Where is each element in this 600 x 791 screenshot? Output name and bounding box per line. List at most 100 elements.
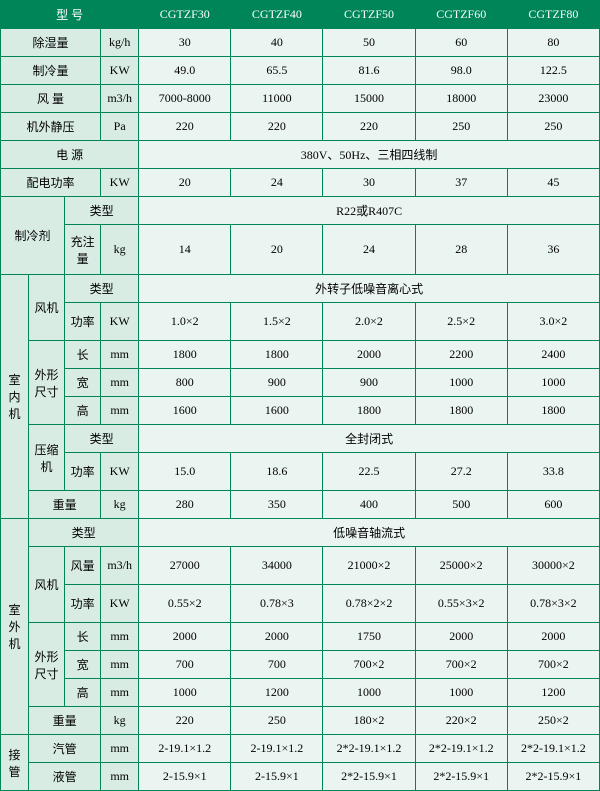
model-3: CGTZF60 <box>415 1 507 29</box>
static-3: 250 <box>415 113 507 141</box>
indoor-fan-0: 1.0×2 <box>139 303 231 341</box>
airflow-label: 风 量 <box>1 85 101 113</box>
indoor-wid-4: 1000 <box>507 369 599 397</box>
ref-0: 14 <box>139 225 231 275</box>
indoor-comp-0: 15.0 <box>139 453 231 491</box>
outdoor-weight-unit: kg <box>101 707 139 735</box>
pipes-liquid-4: 2*2-15.9×1 <box>507 763 599 791</box>
indoor-comp-type-label: 类型 <box>65 425 139 453</box>
indoor-len-label: 长 <box>65 341 101 369</box>
pipes-liquid-0: 2-15.9×1 <box>139 763 231 791</box>
static-4: 250 <box>507 113 599 141</box>
model-2: CGTZF50 <box>323 1 415 29</box>
dehum-1: 40 <box>231 29 323 57</box>
ref-unit: kg <box>101 225 139 275</box>
pipes-gas-4: 2*2-19.1×1.2 <box>507 735 599 763</box>
ref-1: 20 <box>231 225 323 275</box>
dehum-2: 50 <box>323 29 415 57</box>
outdoor-label: 室外机 <box>1 519 29 735</box>
indoor-hei-3: 1800 <box>415 397 507 425</box>
indoor-hei-1: 1600 <box>231 397 323 425</box>
cooling-1: 65.5 <box>231 57 323 85</box>
indoor-comp-1: 18.6 <box>231 453 323 491</box>
outdoor-wid-0: 700 <box>139 651 231 679</box>
ref-type-label: 类型 <box>65 197 139 225</box>
indoor-wid-1: 900 <box>231 369 323 397</box>
pipes-gas-label: 汽管 <box>29 735 101 763</box>
ref-charge-label: 充注量 <box>65 225 101 275</box>
pipes-gas-3: 2*2-19.1×1.2 <box>415 735 507 763</box>
indoor-fan-4: 3.0×2 <box>507 303 599 341</box>
ref-2: 24 <box>323 225 415 275</box>
outdoor-hei-label: 高 <box>65 679 101 707</box>
indoor-weight-3: 500 <box>415 491 507 519</box>
indoor-comp-unit: KW <box>101 453 139 491</box>
outdoor-fan-power-4: 0.78×3×2 <box>507 585 599 623</box>
outdoor-fan-power-0: 0.55×2 <box>139 585 231 623</box>
indoor-weight-2: 400 <box>323 491 415 519</box>
indoor-hei-unit: mm <box>101 397 139 425</box>
outdoor-weight-4: 250×2 <box>507 707 599 735</box>
indoor-label: 室内机 <box>1 275 29 519</box>
indoor-wid-3: 1000 <box>415 369 507 397</box>
static-2: 220 <box>323 113 415 141</box>
pipes-liquid-2: 2*2-15.9×1 <box>323 763 415 791</box>
distpwr-label: 配电功率 <box>1 169 101 197</box>
airflow-4: 23000 <box>507 85 599 113</box>
airflow-2: 15000 <box>323 85 415 113</box>
model-1: CGTZF40 <box>231 1 323 29</box>
pipes-gas-unit: mm <box>101 735 139 763</box>
airflow-0: 7000-8000 <box>139 85 231 113</box>
distpwr-3: 37 <box>415 169 507 197</box>
indoor-len-4: 2400 <box>507 341 599 369</box>
indoor-hei-2: 1800 <box>323 397 415 425</box>
indoor-fan-type-value: 外转子低噪音离心式 <box>139 275 600 303</box>
outdoor-len-0: 2000 <box>139 623 231 651</box>
outdoor-weight-0: 220 <box>139 707 231 735</box>
indoor-weight-0: 280 <box>139 491 231 519</box>
outdoor-wid-1: 700 <box>231 651 323 679</box>
outdoor-dims-label: 外形尺寸 <box>29 623 65 707</box>
outdoor-hei-2: 1000 <box>323 679 415 707</box>
indoor-weight-unit: kg <box>101 491 139 519</box>
outdoor-fan-power-label: 功率 <box>65 585 101 623</box>
static-0: 220 <box>139 113 231 141</box>
outdoor-fan-airflow-3: 25000×2 <box>415 547 507 585</box>
indoor-comp-3: 27.2 <box>415 453 507 491</box>
indoor-wid-label: 宽 <box>65 369 101 397</box>
outdoor-fan-airflow-label: 风量 <box>65 547 101 585</box>
indoor-weight-label: 重量 <box>29 491 101 519</box>
dehum-label: 除湿量 <box>1 29 101 57</box>
model-0: CGTZF30 <box>139 1 231 29</box>
indoor-len-3: 2200 <box>415 341 507 369</box>
airflow-3: 18000 <box>415 85 507 113</box>
cooling-3: 98.0 <box>415 57 507 85</box>
outdoor-wid-4: 700×2 <box>507 651 599 679</box>
pipes-gas-2: 2*2-19.1×1.2 <box>323 735 415 763</box>
outdoor-fan-airflow-0: 27000 <box>139 547 231 585</box>
dehum-unit: kg/h <box>101 29 139 57</box>
indoor-hei-4: 1800 <box>507 397 599 425</box>
pipes-liquid-label: 液管 <box>29 763 101 791</box>
indoor-comp-label: 压缩机 <box>29 425 65 491</box>
indoor-fan-unit: KW <box>101 303 139 341</box>
dehum-0: 30 <box>139 29 231 57</box>
distpwr-2: 30 <box>323 169 415 197</box>
indoor-comp-2: 22.5 <box>323 453 415 491</box>
outdoor-fan-power-3: 0.55×3×2 <box>415 585 507 623</box>
outdoor-wid-3: 700×2 <box>415 651 507 679</box>
refrigerant-label: 制冷剂 <box>1 197 65 275</box>
airflow-1: 11000 <box>231 85 323 113</box>
outdoor-len-4: 2000 <box>507 623 599 651</box>
ref-3: 28 <box>415 225 507 275</box>
outdoor-len-unit: mm <box>101 623 139 651</box>
outdoor-type-label: 类型 <box>29 519 139 547</box>
outdoor-len-1: 2000 <box>231 623 323 651</box>
outdoor-fan-power-unit: KW <box>101 585 139 623</box>
header-row: 型 号 CGTZF30 CGTZF40 CGTZF50 CGTZF60 CGTZ… <box>1 1 600 29</box>
outdoor-hei-3: 1000 <box>415 679 507 707</box>
outdoor-fan-label: 风机 <box>29 547 65 623</box>
indoor-weight-1: 350 <box>231 491 323 519</box>
indoor-comp-type-value: 全封闭式 <box>139 425 600 453</box>
distpwr-unit: KW <box>101 169 139 197</box>
